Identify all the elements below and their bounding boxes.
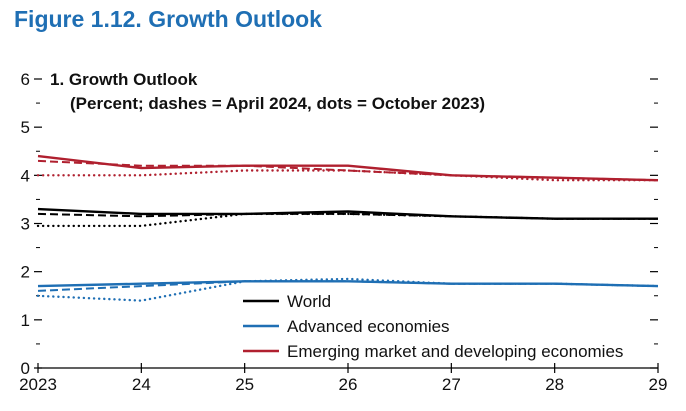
axes: 0 1 2 3 4 5 6 2023 24 25 26 27 28 29 [19,70,667,394]
x-tick-label: 29 [649,375,668,394]
legend-label: World [287,292,331,311]
x-tick-label: 25 [235,375,254,394]
x-tick-label: 28 [545,375,564,394]
series-line-8-dotted [36,169,660,182]
y-tick-label: 1 [21,311,30,330]
figure-title: Figure 1.12. Growth Outlook [14,6,322,32]
series-line-1-dashed [37,212,658,220]
y-tick-label: 3 [21,215,30,234]
x-tick-label: 2023 [19,375,57,394]
y-tick-label: 5 [21,118,30,137]
series-line-4-dashed [37,280,659,292]
series-line-2-dotted [36,212,660,228]
series-line-5-dotted [36,277,660,302]
y-tick-label: 6 [21,70,30,89]
x-tick-label: 24 [132,375,151,394]
legend-label: Emerging market and developing economies [287,342,623,361]
x-tick-label: 26 [339,375,358,394]
legend: World Advanced economies Emerging market a… [243,292,623,361]
x-tick-label: 27 [442,375,461,394]
series-layer [36,154,660,302]
y-tick-label: 2 [21,263,30,282]
series-line-3-solid [37,280,659,288]
series-line-6-solid [37,154,659,182]
y-tick-label: 4 [21,166,30,185]
chart-title: 1. Growth Outlook [50,70,198,89]
chart-subtitle: (Percent; dashes = April 2024, dots = Oc… [70,94,485,113]
legend-label: Advanced economies [287,317,450,336]
y-tick-label: 0 [21,359,30,378]
series-line-7-dashed [37,159,659,182]
